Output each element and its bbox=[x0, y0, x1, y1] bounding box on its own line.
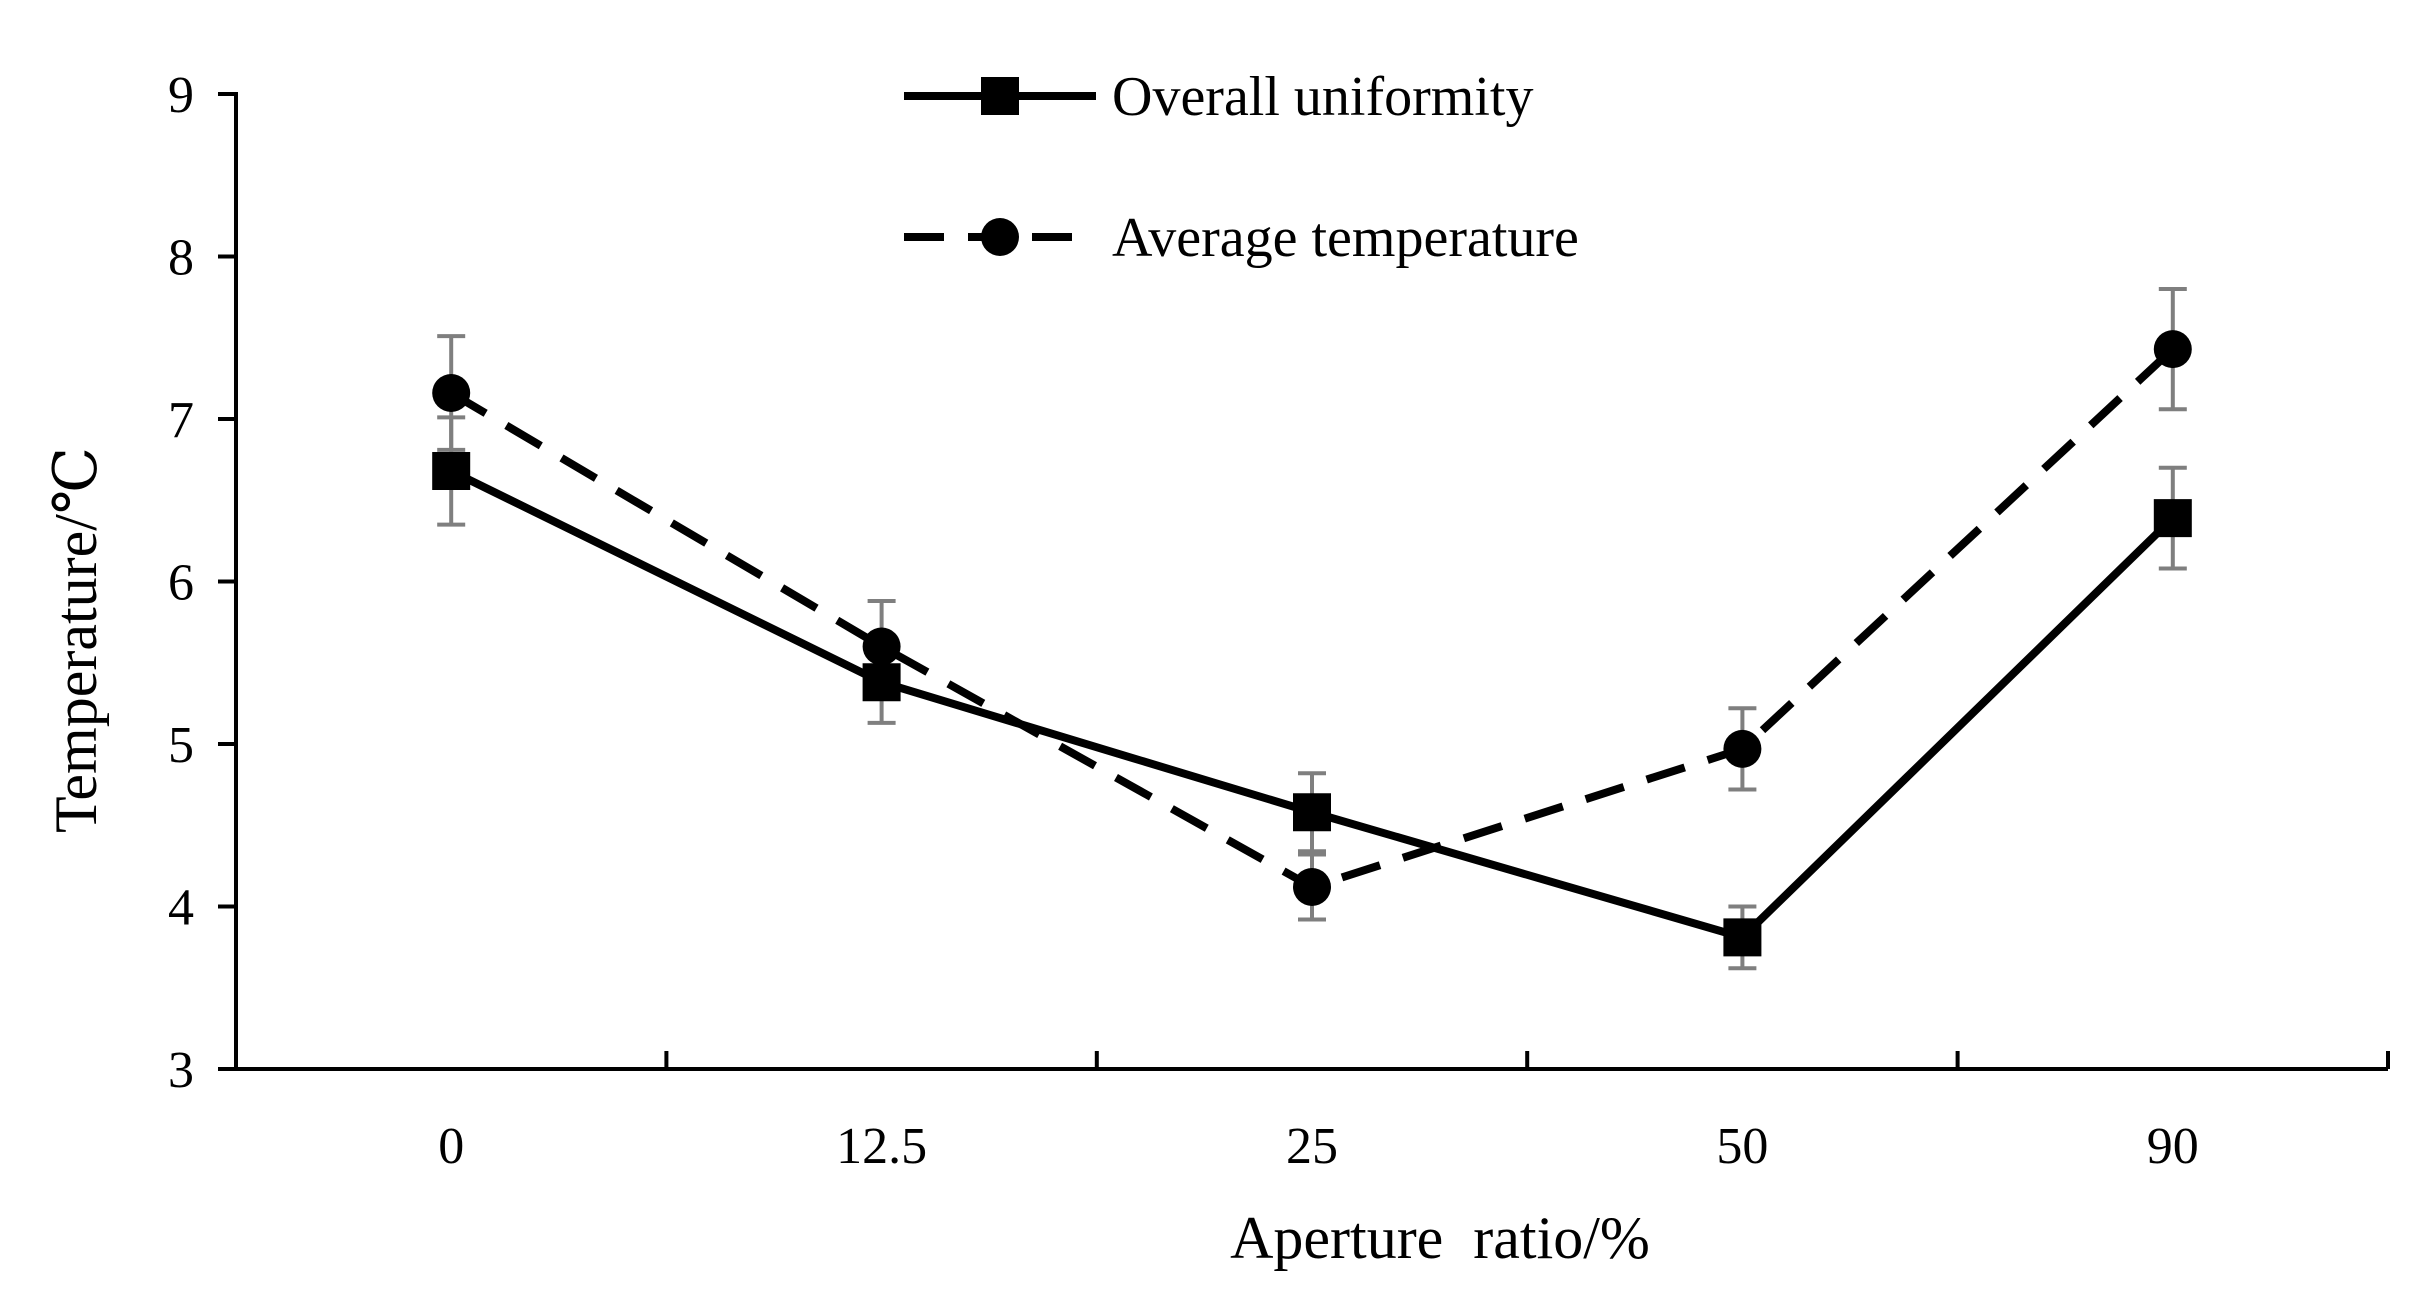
y-tick-label: 8 bbox=[168, 230, 194, 287]
data-point-circle bbox=[1723, 729, 1762, 768]
data-point-circle bbox=[2153, 330, 2192, 369]
x-axis-title: Aperture ratio/% bbox=[1230, 1205, 1650, 1271]
y-tick-label: 5 bbox=[168, 717, 194, 774]
data-point-circle bbox=[1293, 868, 1331, 906]
data-point-circle bbox=[432, 374, 471, 412]
x-tick-label: 0 bbox=[438, 1118, 464, 1175]
data-point-square bbox=[432, 452, 471, 490]
legend-marker-square bbox=[981, 77, 1019, 115]
data-point-square bbox=[1293, 793, 1331, 832]
legend-label: Average temperature bbox=[1112, 207, 1579, 269]
y-tick-label: 7 bbox=[168, 392, 194, 449]
y-tick-label: 3 bbox=[168, 1042, 194, 1099]
y-tick-label: 6 bbox=[168, 555, 194, 612]
series-markers bbox=[432, 330, 2192, 957]
x-tick-label: 12.5 bbox=[836, 1118, 927, 1175]
y-tick-label: 4 bbox=[168, 880, 194, 937]
y-axis-title: Temperature/℃ bbox=[43, 447, 109, 833]
y-axis-ticks: 3 4 5 6 7 8 9 bbox=[168, 67, 236, 1099]
data-point-square bbox=[862, 663, 901, 702]
legend-item: Overall uniformity bbox=[904, 66, 1533, 128]
x-tick-label: 25 bbox=[1286, 1118, 1338, 1175]
data-point-circle bbox=[862, 627, 901, 666]
y-tick-label: 9 bbox=[168, 67, 194, 124]
error-bars bbox=[437, 287, 2187, 971]
x-axis-ticks: 0 12.5 25 50 90 bbox=[438, 1051, 2390, 1175]
legend-label: Overall uniformity bbox=[1112, 66, 1533, 128]
data-point-square bbox=[1723, 918, 1762, 957]
legend-marker-circle bbox=[981, 218, 1019, 256]
x-tick-label: 50 bbox=[1716, 1118, 1768, 1175]
data-point-square bbox=[2153, 499, 2192, 538]
legend: Overall uniformity Average temperature bbox=[904, 66, 1579, 269]
x-tick-label: 90 bbox=[2147, 1118, 2199, 1175]
legend-item: Average temperature bbox=[904, 207, 1579, 269]
